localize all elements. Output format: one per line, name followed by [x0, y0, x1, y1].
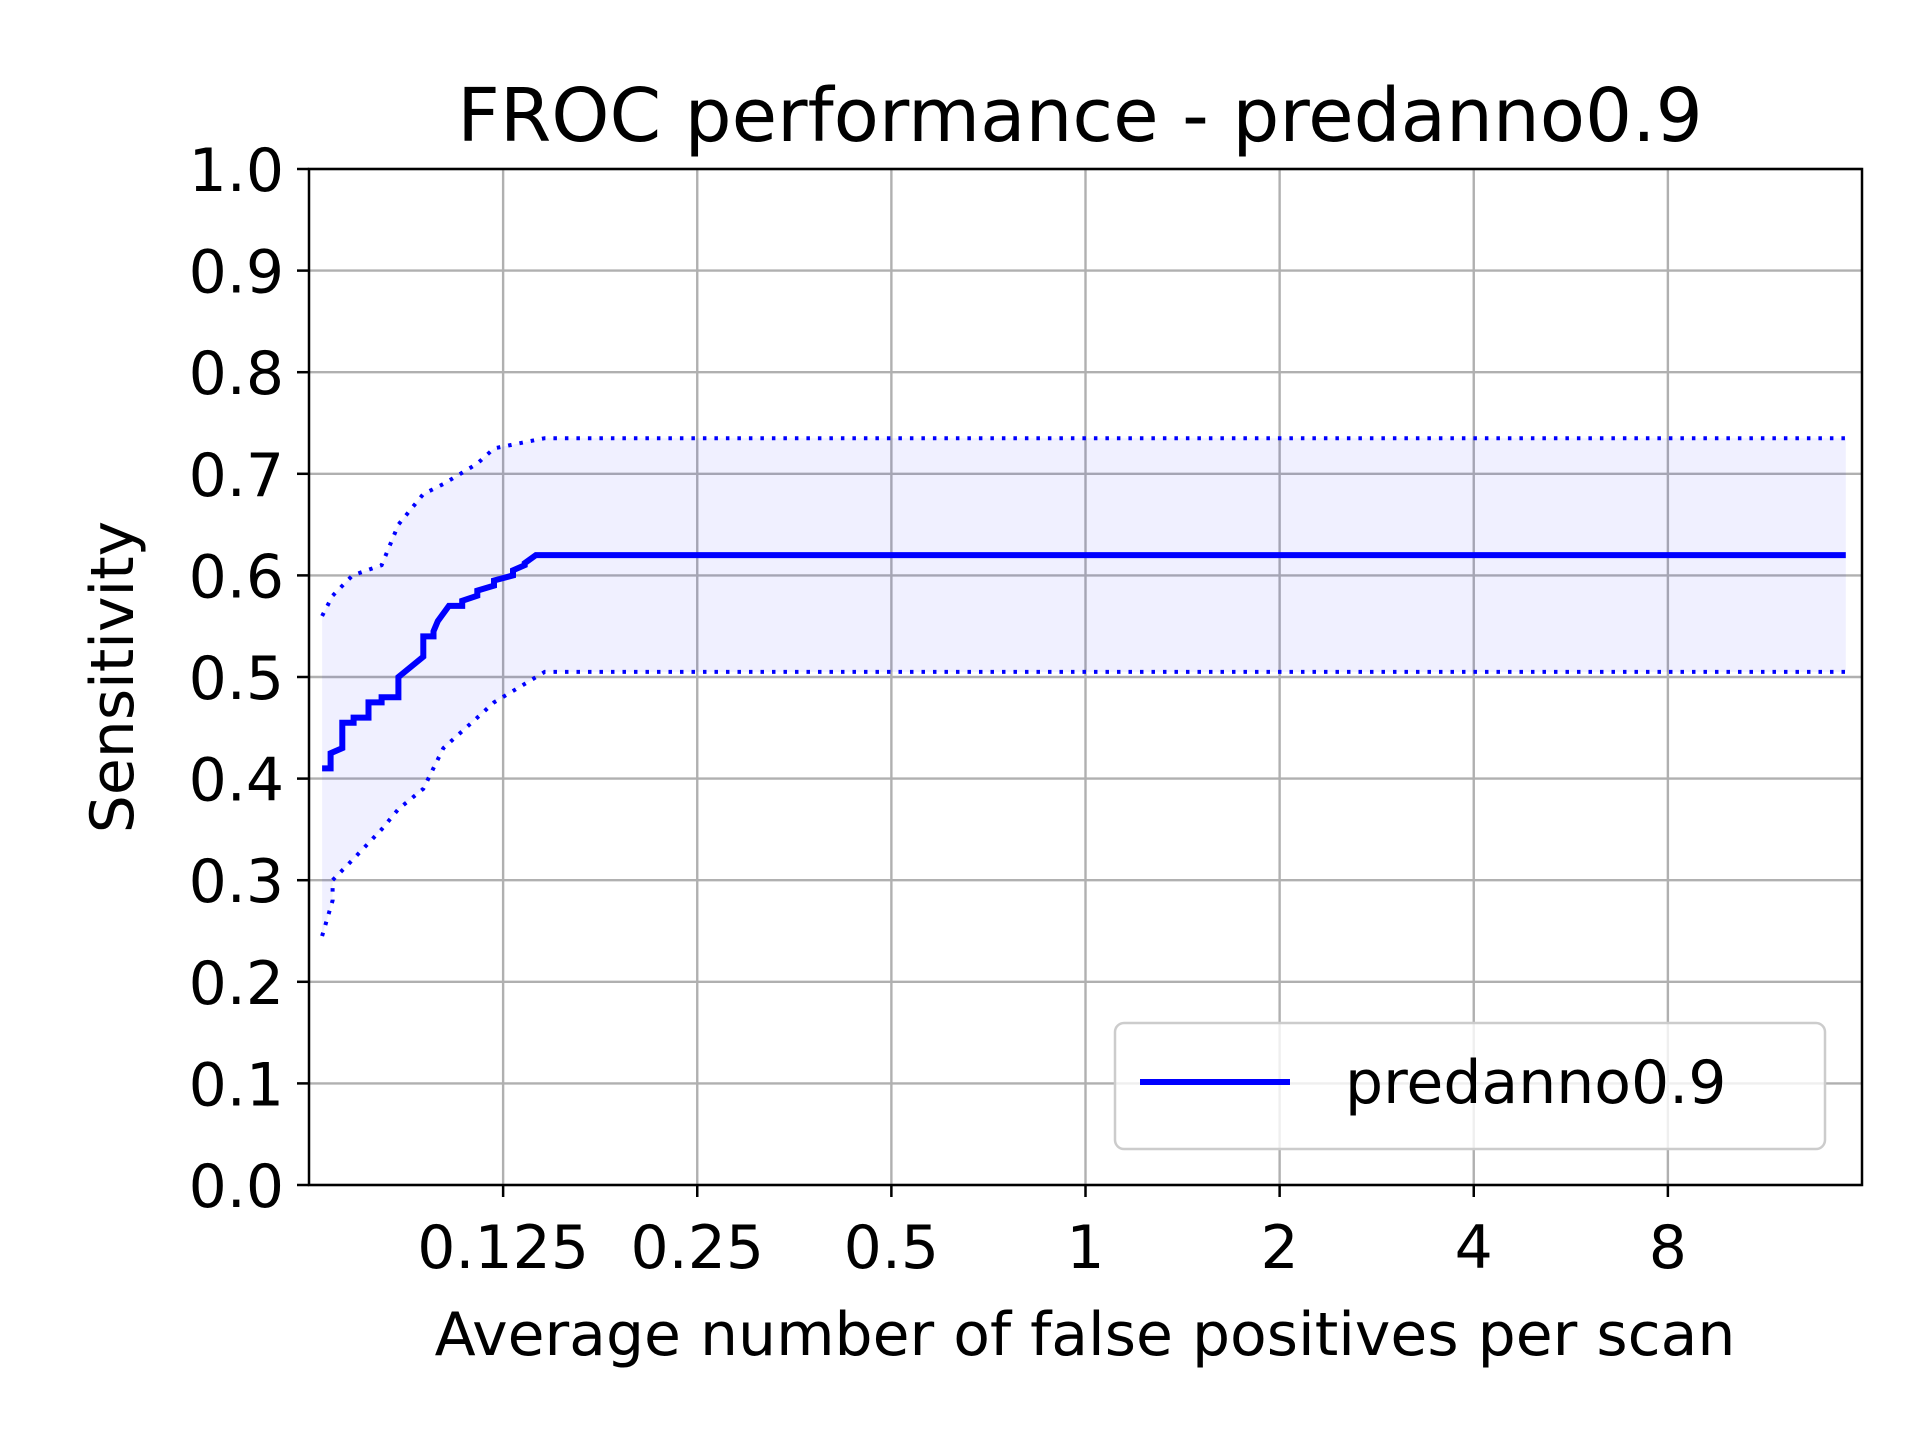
lower-bound-line	[320, 669, 1846, 937]
chart-title: FROC performance - predanno0.9	[457, 73, 1702, 159]
x-tick-label-6: 8	[1649, 1213, 1687, 1283]
x-tick-label-0: 0.125	[417, 1213, 589, 1283]
x-tick-label-2: 0.5	[844, 1213, 939, 1283]
series-line-0	[322, 552, 1846, 772]
y-tick-label-3: 0.3	[189, 847, 284, 917]
y-axis: 0.0 0.1 0.2 0.3 0.4 0.5 0.6 0.7 0.8 0.9 1.0	[189, 136, 309, 1222]
x-tick-label-3: 1	[1066, 1213, 1104, 1283]
x-axis: 0.125 0.25 0.5 1 2 4 8	[417, 1185, 1687, 1283]
y-tick-label-8: 0.8	[189, 339, 284, 409]
y-tick-label-9: 0.9	[189, 238, 284, 308]
confidence-band	[320, 436, 1846, 937]
y-tick-label-4: 0.4	[189, 746, 284, 816]
series-layer	[322, 552, 1846, 772]
band-fill	[322, 438, 1846, 937]
x-tick-label-5: 4	[1455, 1213, 1493, 1283]
legend-box	[1113, 1021, 1827, 1151]
upper-bound-line	[320, 436, 1846, 617]
x-tick-label-4: 2	[1261, 1213, 1299, 1283]
x-tick-label-1: 0.25	[630, 1213, 764, 1283]
y-tick-label-7: 0.7	[189, 441, 284, 511]
y-tick-label-6: 0.6	[189, 542, 284, 612]
legend-label: predanno0.9	[1345, 1048, 1726, 1118]
x-axis-label: Average number of false positives per sc…	[435, 1300, 1736, 1370]
y-tick-label-5: 0.5	[189, 644, 284, 714]
legend: predanno0.9	[1113, 1021, 1827, 1151]
y-tick-label-0: 0.0	[189, 1152, 284, 1222]
y-tick-label-2: 0.2	[189, 949, 284, 1019]
y-tick-label-10: 1.0	[189, 136, 284, 206]
y-axis-label: Sensitivity	[78, 521, 148, 833]
y-tick-label-1: 0.1	[189, 1050, 284, 1120]
